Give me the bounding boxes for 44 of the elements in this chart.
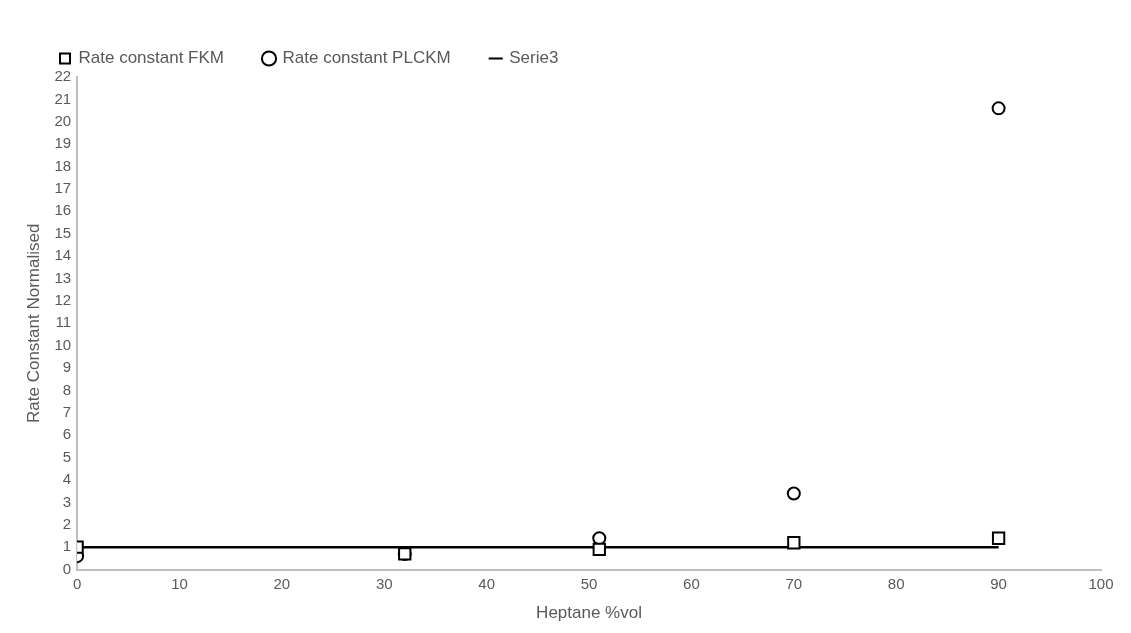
y-tick-label: 22 (54, 67, 72, 85)
x-tick-label: 30 (375, 574, 393, 592)
y-tick-label: 3 (62, 492, 72, 510)
y-tick-label: 15 (54, 223, 72, 241)
y-tick-label: 1 (62, 537, 72, 555)
y-axis-title: Rate Constant Normalised (23, 223, 43, 423)
x-axis-title: Heptane %vol (536, 603, 642, 623)
x-tick-label: 70 (785, 574, 803, 592)
y-tick-label: 13 (54, 268, 72, 286)
y-tick-label: 5 (62, 447, 72, 465)
legend-label: Rate constant FKM (78, 48, 225, 68)
y-tick-label: 18 (54, 156, 72, 174)
y-tick-label: 19 (54, 134, 72, 152)
y-tick-label: 12 (54, 291, 72, 309)
y-tick-label: 7 (62, 403, 72, 420)
x-tick-label: 10 (171, 574, 188, 592)
point (398, 547, 412, 561)
legend-label: Serie3 (509, 48, 559, 68)
y-tick-label: 16 (54, 201, 72, 219)
y-tick-label: 8 (62, 380, 72, 398)
y-tick-label: 4 (62, 470, 72, 488)
point (786, 486, 801, 501)
x-tick-label: 80 (887, 574, 905, 592)
y-tick-label: 20 (54, 111, 72, 129)
point (991, 101, 1006, 116)
y-tick-label: 10 (54, 335, 72, 353)
x-tick-label: 20 (273, 574, 291, 592)
y-tick-label: 14 (54, 246, 72, 264)
x-tick-label: 90 (990, 574, 1007, 592)
y-tick-label: 2 (62, 514, 72, 532)
y-tick-label: 21 (54, 89, 72, 107)
x-tick-label: 40 (478, 574, 495, 592)
x-tick-label: 100 (1088, 574, 1114, 592)
point (991, 531, 1006, 545)
y-tick-label: 0 (62, 559, 72, 577)
point (787, 536, 801, 550)
y-tick-label: 17 (54, 179, 72, 197)
legend-label: Rate constant PLCKM (282, 48, 451, 68)
y-tick-label: 6 (62, 425, 72, 443)
x-tick-label: 60 (683, 574, 700, 592)
y-tick-label: 9 (62, 358, 72, 376)
x-tick-label: 50 (580, 574, 598, 592)
y-tick-label: 11 (55, 313, 72, 331)
point (592, 542, 606, 557)
